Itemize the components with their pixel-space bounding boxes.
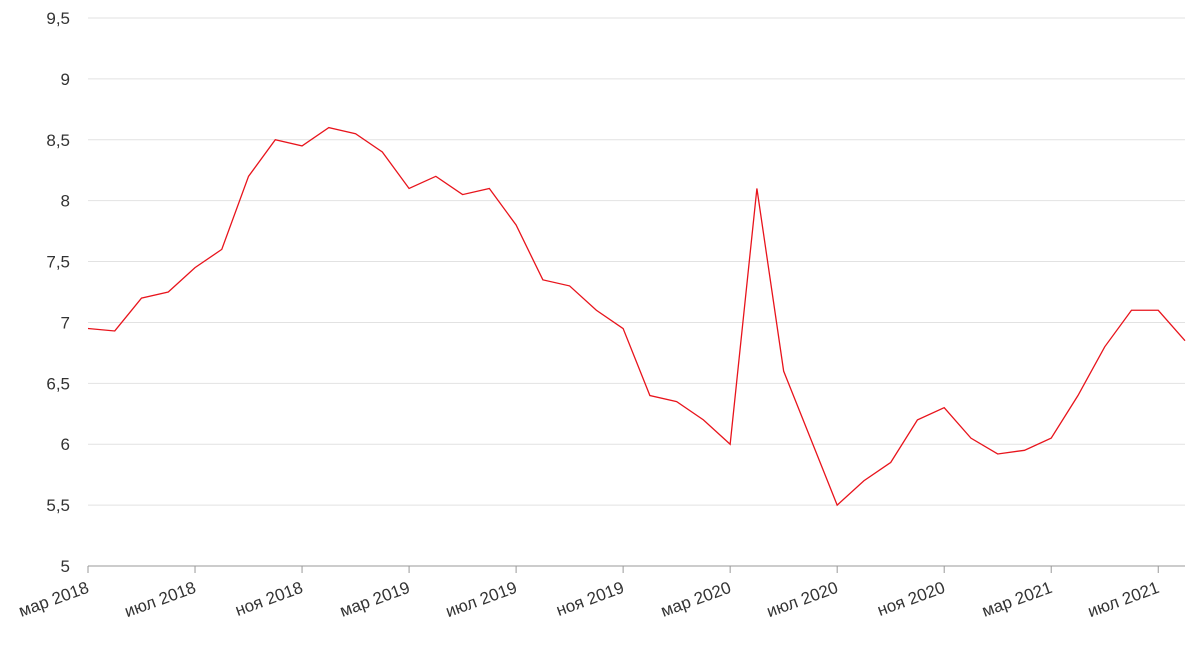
y-tick-label: 9: [61, 70, 70, 89]
x-tick-label: июл 2018: [122, 578, 198, 621]
y-tick-label: 5,5: [46, 496, 70, 515]
x-tick-label: ноя 2020: [875, 578, 948, 620]
x-tick-label: июл 2019: [443, 578, 519, 621]
x-tick-label: ноя 2018: [233, 578, 306, 620]
y-tick-label: 6: [61, 435, 70, 454]
x-tick-label: мар 2020: [658, 578, 733, 621]
y-tick-label: 8,5: [46, 131, 70, 150]
y-tick-label: 7,5: [46, 253, 70, 272]
y-tick-label: 8: [61, 192, 70, 211]
line: [87, 126, 1186, 507]
y-tick-label: 5: [61, 557, 70, 576]
y-tick-label: 6,5: [46, 374, 70, 393]
x-tick-label: ноя 2019: [554, 578, 627, 620]
x-tick-label: мар 2018: [16, 578, 91, 621]
x-tick-label: июл 2021: [1085, 578, 1161, 621]
x-tick-label: мар 2021: [979, 578, 1054, 621]
x-tick-label: июл 2020: [764, 578, 840, 621]
y-tick-label: 7: [61, 313, 70, 332]
x-tick-label: мар 2019: [337, 578, 412, 621]
y-tick-label: 9,5: [46, 9, 70, 28]
